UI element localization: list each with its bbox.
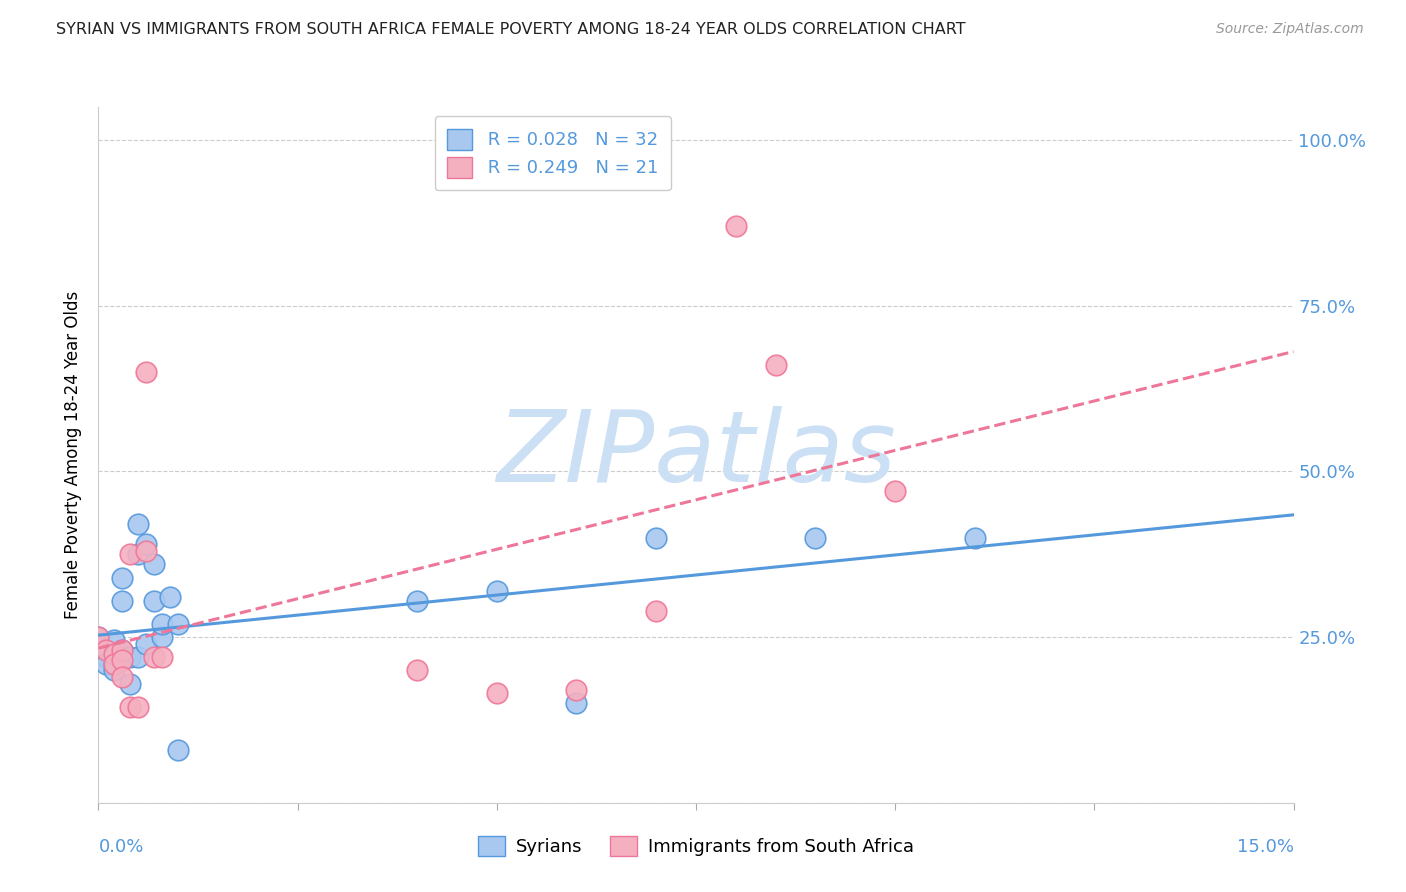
Point [406, 593, 429, 607]
Point [167, 743, 190, 757]
Point [120, 676, 142, 690]
Point [103, 657, 125, 671]
Point [135, 365, 157, 379]
Point [103, 647, 125, 661]
Point [485, 686, 508, 700]
Point [645, 531, 668, 545]
Y-axis label: Female Poverty Among 18-24 Year Olds: Female Poverty Among 18-24 Year Olds [65, 291, 83, 619]
Point [150, 650, 173, 665]
Point [565, 697, 588, 711]
Point [103, 633, 125, 648]
Point [406, 663, 429, 677]
Point [87, 630, 110, 644]
Legend: Syrians, Immigrants from South Africa: Syrians, Immigrants from South Africa [471, 829, 921, 863]
Point [103, 650, 125, 665]
Point [150, 616, 173, 631]
Point [135, 544, 157, 558]
Point [143, 558, 166, 572]
Point [963, 531, 986, 545]
Point [143, 593, 166, 607]
Point [159, 591, 181, 605]
Point [150, 630, 173, 644]
Point [111, 593, 134, 607]
Point [645, 604, 668, 618]
Point [485, 583, 508, 598]
Point [565, 683, 588, 698]
Point [127, 517, 149, 532]
Point [127, 547, 149, 561]
Point [127, 650, 149, 665]
Point [96, 650, 118, 665]
Point [87, 630, 110, 644]
Text: 0.0%: 0.0% [98, 838, 143, 855]
Point [96, 643, 118, 657]
Point [103, 663, 125, 677]
Point [111, 670, 134, 684]
Point [111, 643, 134, 657]
Point [111, 570, 134, 584]
Point [120, 699, 142, 714]
Point [127, 699, 149, 714]
Text: SYRIAN VS IMMIGRANTS FROM SOUTH AFRICA FEMALE POVERTY AMONG 18-24 YEAR OLDS CORR: SYRIAN VS IMMIGRANTS FROM SOUTH AFRICA F… [56, 22, 966, 37]
Point [103, 657, 125, 671]
Point [135, 537, 157, 551]
Point [96, 657, 118, 671]
Point [111, 643, 134, 657]
Text: Source: ZipAtlas.com: Source: ZipAtlas.com [1216, 22, 1364, 37]
Point [111, 650, 134, 665]
Point [135, 637, 157, 651]
Point [804, 531, 827, 545]
Text: 15.0%: 15.0% [1236, 838, 1294, 855]
Point [120, 650, 142, 665]
Point [96, 643, 118, 657]
Point [884, 484, 907, 499]
Point [143, 650, 166, 665]
Text: ZIPatlas: ZIPatlas [496, 407, 896, 503]
Point [167, 616, 190, 631]
Point [765, 359, 787, 373]
Point [111, 653, 134, 667]
Point [120, 547, 142, 561]
Point [724, 219, 747, 234]
